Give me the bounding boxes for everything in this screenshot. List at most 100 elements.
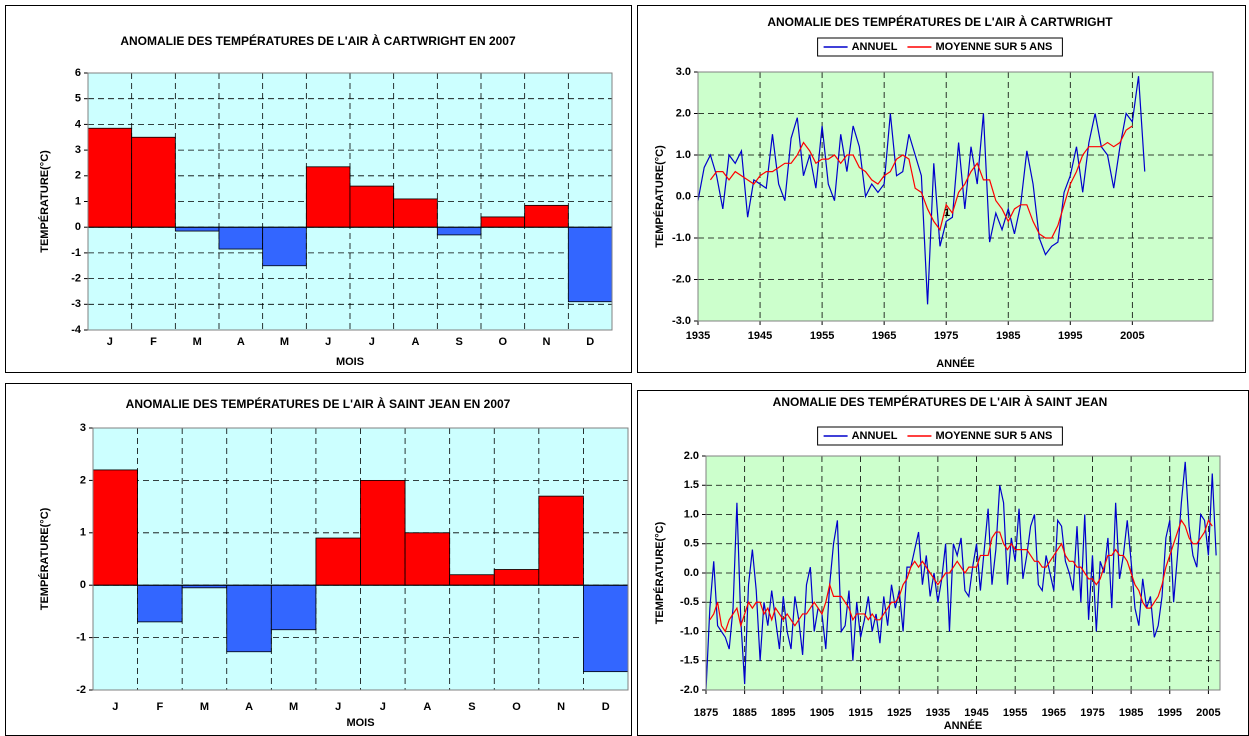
series-line	[709, 518, 1213, 633]
x-tick-label: A	[237, 336, 245, 348]
chart-title: ANOMALIE DES TEMPÉRATURES DE L'AIR À SAI…	[126, 396, 511, 411]
bar	[393, 198, 438, 228]
bar	[174, 226, 220, 232]
bar	[436, 226, 482, 236]
y-tick-label: 2.0	[676, 107, 691, 119]
y-tick-label: 3	[75, 144, 81, 156]
y-tick-label: 0	[80, 579, 86, 591]
x-tick-label: 1995	[1058, 330, 1082, 342]
x-tick-label: 2005	[1196, 707, 1220, 719]
bar	[315, 537, 361, 586]
y-tick-label: -4	[71, 324, 82, 336]
y-tick-label: -1.0	[680, 625, 699, 637]
y-tick-label: -2	[76, 684, 86, 696]
y-tick-label: 6	[75, 67, 81, 79]
x-tick-label: O	[512, 701, 521, 713]
x-tick-label: J	[112, 701, 118, 713]
y-tick-label: 3.0	[676, 66, 691, 78]
legend-box	[817, 37, 1063, 57]
x-tick-label: M	[280, 336, 289, 348]
plot-area	[697, 71, 1214, 322]
bar	[87, 127, 133, 228]
y-tick-label: 1	[80, 527, 86, 539]
x-tick-label: 1965	[1042, 707, 1066, 719]
y-tick-label: 0.0	[676, 190, 691, 202]
y-axis-label: TEMPÉRATURE(°C)	[653, 145, 666, 248]
bar	[92, 469, 138, 586]
bar	[131, 136, 176, 228]
y-tick-label: -1.0	[672, 232, 691, 244]
series-line	[697, 76, 1146, 305]
x-tick-label: 1965	[872, 330, 896, 342]
bar	[493, 569, 540, 586]
x-axis-label: MOIS	[346, 717, 374, 729]
y-tick-label: -1	[76, 632, 86, 644]
plot-border	[92, 427, 629, 691]
y-tick-label: 5	[75, 93, 81, 105]
x-tick-label: J	[380, 701, 386, 713]
x-tick-label: J	[369, 336, 375, 348]
bar	[583, 584, 629, 673]
y-tick-label: 2	[80, 474, 86, 486]
legend-label: MOYENNE SUR 5 ANS	[935, 430, 1052, 442]
x-tick-label: 1905	[810, 707, 834, 719]
legend: ANNUEL MOYENNE SUR 5 ANS	[817, 426, 1063, 446]
series-line	[709, 125, 1133, 239]
x-tick-label: M	[193, 336, 202, 348]
y-tick-label: 1.0	[684, 508, 699, 520]
chart-title: ANOMALIE DES TEMPÉRATURES DE L'AIR À CAR…	[767, 14, 1113, 29]
x-tick-label: F	[150, 336, 157, 348]
bar	[226, 584, 272, 653]
y-tick-label: -2	[71, 273, 81, 285]
x-axis-label: ANNÉE	[944, 719, 983, 732]
x-tick-label: 1985	[996, 330, 1020, 342]
x-tick-label: N	[543, 336, 551, 348]
x-tick-label: 1985	[1119, 707, 1143, 719]
bar	[270, 584, 317, 631]
x-tick-label: D	[602, 701, 610, 713]
y-tick-label: -0.5	[680, 596, 699, 608]
bar	[404, 532, 451, 586]
x-tick-label: 1935	[686, 330, 710, 342]
y-tick-label: 0	[75, 221, 81, 233]
bar	[218, 226, 264, 250]
x-tick-label: 1875	[694, 707, 718, 719]
x-axis-label: ANNÉE	[936, 357, 975, 370]
y-tick-label: -1.5	[680, 655, 699, 667]
annotation: 1	[944, 207, 950, 219]
x-tick-label: 1975	[1080, 707, 1104, 719]
y-axis-label: TEMPÉRATURE(°C)	[38, 507, 51, 610]
legend-label: ANNUEL	[852, 41, 898, 53]
y-tick-label: 2.0	[684, 450, 699, 462]
x-tick-label: J	[325, 336, 331, 348]
bar	[262, 226, 307, 267]
x-tick-label: J	[335, 701, 341, 713]
x-tick-label: A	[412, 336, 420, 348]
x-tick-label: A	[245, 701, 253, 713]
plot-border	[87, 72, 613, 331]
x-tick-label: 1895	[771, 707, 795, 719]
x-tick-label: 1925	[887, 707, 911, 719]
y-tick-label: -2.0	[680, 684, 699, 696]
y-tick-label: -1	[71, 247, 81, 259]
x-tick-label: N	[557, 701, 565, 713]
y-axis-label: TEMPÉRATURE(°C)	[38, 150, 51, 253]
x-tick-label: 1945	[748, 330, 772, 342]
bar	[480, 216, 526, 228]
bar	[538, 495, 584, 586]
series-line	[705, 461, 1217, 691]
y-tick-label: 0.0	[684, 567, 699, 579]
y-tick-label: 3	[80, 422, 86, 434]
chart-title: ANOMALIE DES TEMPÉRATURES DE L'AIR À CAR…	[120, 33, 516, 48]
bar	[137, 584, 183, 623]
legend-label: MOYENNE SUR 5 ANS	[935, 41, 1052, 53]
y-tick-label: 1.5	[684, 479, 699, 491]
bar	[360, 479, 406, 586]
legend: ANNUEL MOYENNE SUR 5 ANS	[817, 37, 1063, 57]
x-tick-label: 1955	[810, 330, 834, 342]
x-tick-label: 1945	[964, 707, 988, 719]
y-tick-label: -3.0	[672, 315, 691, 327]
x-tick-label: S	[468, 701, 475, 713]
